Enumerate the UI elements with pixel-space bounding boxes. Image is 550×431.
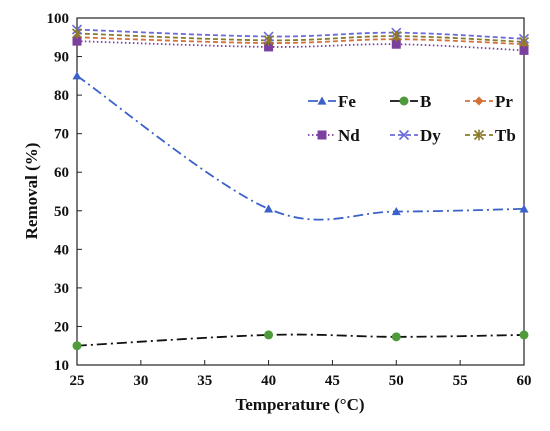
- point-b: [72, 341, 82, 351]
- y-axis-title: Removal (%): [22, 143, 41, 240]
- legend-marker-dy: [398, 129, 410, 141]
- point-fe: [72, 71, 82, 80]
- series-line-pr: [76, 36, 525, 46]
- legend-label-b: B: [420, 92, 431, 111]
- x-tick-label: 30: [133, 373, 148, 389]
- point-tb: [391, 30, 402, 42]
- point-nd: [391, 39, 401, 49]
- y-tick-label: 80: [54, 88, 69, 104]
- x-tick-label: 40: [261, 373, 276, 389]
- point-nd: [72, 36, 82, 46]
- y-tick-label: 70: [54, 127, 69, 143]
- point-tb: [518, 36, 530, 48]
- series-line-b: [76, 333, 525, 347]
- point-tb: [263, 34, 274, 46]
- legend-label-nd: Nd: [338, 126, 360, 145]
- y-tick-label: 60: [54, 165, 69, 181]
- y-tick-label: 90: [54, 50, 69, 66]
- legend-label-dy: Dy: [420, 126, 441, 145]
- y-tick-label: 100: [47, 11, 70, 27]
- x-tick-label: 50: [389, 373, 404, 389]
- legend-marker-pr: [474, 96, 484, 106]
- x-tick-label: 35: [197, 373, 212, 389]
- point-b: [391, 332, 401, 342]
- legend-label-tb: Tb: [495, 126, 516, 145]
- point-fe: [391, 207, 401, 216]
- legend-label-pr: Pr: [495, 92, 513, 111]
- x-tick-label: 25: [70, 373, 85, 389]
- point-fe: [264, 204, 274, 213]
- series-line-nd: [76, 40, 525, 52]
- y-ticks: 10 20 30 40 50 60 70 80 90 100: [47, 11, 82, 374]
- legend-marker-tb: [473, 129, 485, 141]
- y-tick-label: 10: [54, 358, 69, 374]
- point-b: [519, 330, 529, 340]
- series-line-dy: [76, 28, 525, 40]
- series-line-fe: [76, 75, 525, 221]
- series-lines: [76, 28, 525, 347]
- legend: Fe B Pr Nd Dy Tb: [308, 92, 516, 145]
- legend-label-fe: Fe: [338, 92, 356, 111]
- series-markers: [71, 24, 530, 351]
- x-tick-label: 55: [453, 373, 468, 389]
- point-fe: [519, 204, 529, 213]
- y-tick-label: 50: [54, 204, 69, 220]
- x-tick-label: 45: [325, 373, 340, 389]
- point-b: [264, 330, 274, 340]
- plot-frame: [76, 17, 525, 366]
- legend-marker-fe: [317, 96, 327, 105]
- x-axis-title: Temperature (°C): [235, 395, 364, 414]
- legend-marker-b: [399, 96, 409, 106]
- x-ticks: 25 30 35 40 45 50 55 60: [70, 360, 532, 389]
- point-tb: [71, 28, 83, 39]
- x-tick-label: 60: [517, 373, 532, 389]
- point-nd: [264, 42, 274, 52]
- y-tick-label: 30: [54, 281, 69, 297]
- point-nd: [519, 45, 529, 55]
- y-tick-label: 40: [54, 242, 69, 258]
- series-line-tb: [76, 32, 525, 43]
- y-tick-label: 20: [54, 319, 69, 335]
- legend-marker-nd: [317, 130, 327, 140]
